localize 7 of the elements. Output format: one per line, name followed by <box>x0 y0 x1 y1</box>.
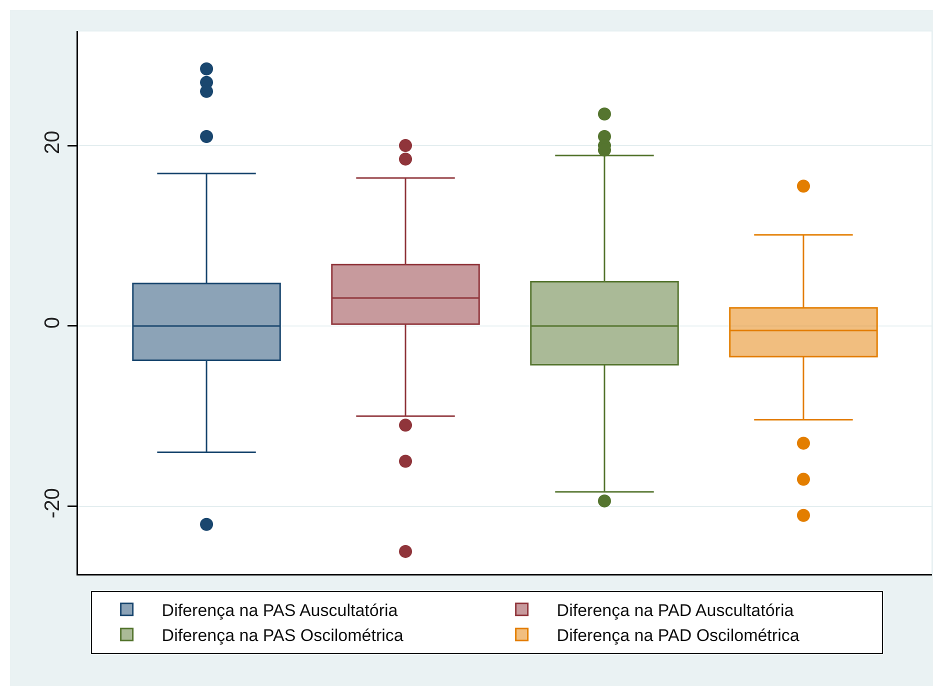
legend-label: Diferença na PAD Auscultatória <box>556 601 794 620</box>
y-tick-label: 0 <box>41 316 64 329</box>
y-tick-label: 20 <box>41 130 64 154</box>
legend-label: Diferença na PAS Auscultatória <box>162 601 398 620</box>
y-tick-label: -20 <box>41 488 64 518</box>
legend-label: Diferença na PAD Oscilométrica <box>556 626 800 646</box>
legend-label: Diferença na PAS Oscilométrica <box>162 626 404 646</box>
